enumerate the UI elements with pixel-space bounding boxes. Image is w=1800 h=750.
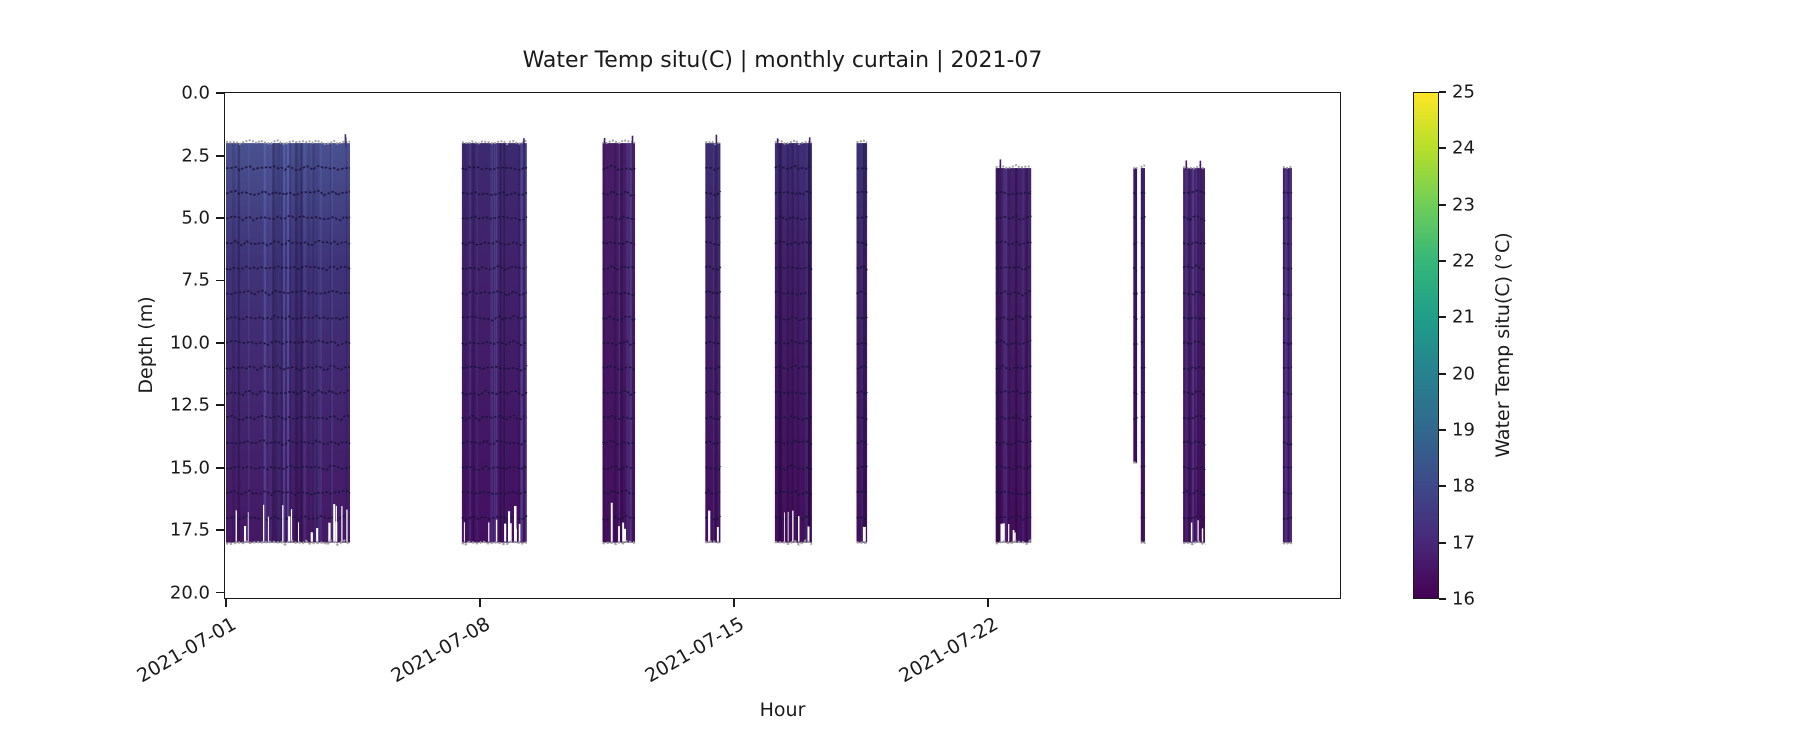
colorbar [1413,92,1439,599]
curtain-segment-cast-11 [1282,165,1293,546]
colorbar-tick-label: 21 [1452,306,1475,328]
y-tick-label: 20.0 [169,582,210,604]
x-tick-label: 2021-07-15 [641,613,749,688]
y-tick [216,217,224,219]
y-tick-label: 5.0 [181,207,210,229]
curtain-segment-cast-08 [1132,166,1138,465]
colorbar-tick-label: 18 [1452,475,1475,497]
colorbar-tick-label: 16 [1452,588,1475,610]
y-tick-label: 0.0 [181,82,210,104]
curtain-segment-cast-07 [995,159,1033,546]
curtain-segment-cast-05 [774,137,813,546]
colorbar-tick-label: 23 [1452,194,1475,216]
curtain-segment-cast-03 [601,135,636,546]
colorbar-tick [1439,203,1446,206]
curtain-segment-cast-01 [225,134,351,547]
colorbar-tick [1439,541,1446,544]
y-tick [216,404,224,407]
colorbar-tick-label: 24 [1452,137,1475,159]
colorbar-tick-label: 17 [1452,532,1475,554]
colorbar-tick [1439,91,1446,93]
y-tick-label: 15.0 [169,457,210,479]
curtain-segment-cast-02 [461,138,528,547]
y-tick [216,279,224,282]
y-tick-label: 17.5 [169,519,210,541]
x-tick [987,599,989,607]
x-tick [479,599,481,607]
curtain-heatmap [225,134,1293,547]
x-tick-label: 2021-07-22 [895,613,1003,688]
colorbar-tick [1439,147,1446,150]
x-tick [733,599,735,607]
curtain-segment-cast-10 [1182,160,1206,546]
colorbar-tick-label: 25 [1452,81,1475,103]
colorbar-tick [1439,485,1446,488]
y-tick [216,92,224,95]
colorbar-tick [1439,316,1446,319]
y-tick [216,529,224,532]
colorbar-label: Water Temp situ(C) (°C) [1492,232,1514,458]
chart-title: Water Temp situ(C) | monthly curtain | 2… [522,48,1043,73]
y-tick-label: 12.5 [169,394,210,416]
y-tick-label: 2.5 [181,145,210,167]
colorbar-tick [1439,598,1446,600]
colorbar-tick [1439,260,1446,262]
y-tick [216,466,224,469]
curtain-segment-cast-04 [704,134,722,544]
colorbar-tick-label: 20 [1452,363,1475,385]
curtain-segment-cast-09 [1140,164,1146,545]
y-tick-label: 10.0 [169,332,210,354]
curtain-segment-cast-06 [855,139,868,545]
x-tick-label: 2021-07-01 [133,613,240,688]
colorbar-tick-label: 19 [1452,419,1475,441]
colorbar-tick [1439,372,1446,375]
y-tick-label: 7.5 [181,269,210,291]
y-tick [216,591,224,594]
x-tick [225,599,227,607]
y-tick [216,154,224,157]
x-axis-label: Hour [759,699,806,721]
x-tick-label: 2021-07-08 [387,613,495,688]
colorbar-tick-label: 22 [1452,250,1475,272]
plot-area [224,92,1341,599]
colorbar-tick [1439,429,1446,431]
y-tick [216,342,224,344]
